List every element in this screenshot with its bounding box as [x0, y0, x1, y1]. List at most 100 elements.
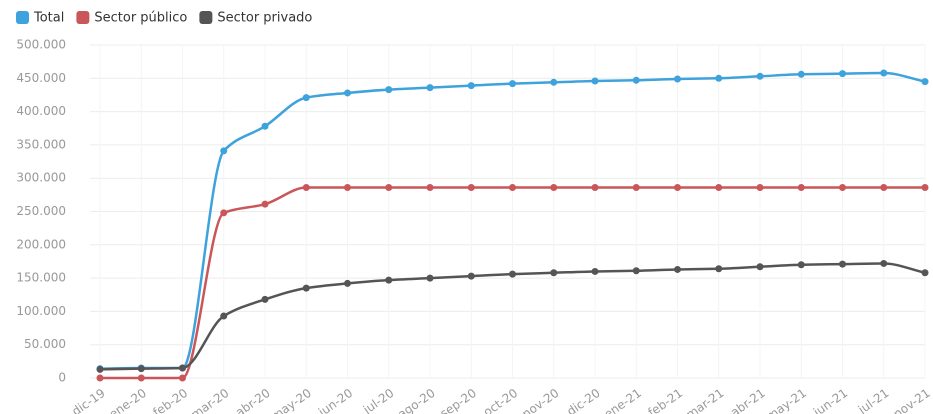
point — [509, 270, 516, 278]
point — [179, 364, 186, 372]
series-line — [99, 71, 926, 370]
y-tick-label: 150.000 — [16, 271, 66, 285]
point — [674, 75, 681, 83]
legend-label: Sector privado — [217, 11, 312, 26]
point — [632, 267, 640, 275]
point — [220, 312, 228, 320]
legend-swatch — [16, 11, 29, 24]
point — [591, 77, 599, 85]
legend-label: Sector público — [94, 11, 187, 26]
point — [467, 184, 475, 192]
point — [385, 184, 393, 192]
point — [715, 265, 723, 273]
x-tick-label: dic-20 — [564, 386, 602, 414]
point — [509, 80, 516, 88]
point — [302, 284, 310, 292]
point — [756, 184, 764, 192]
legend-label: Total — [33, 11, 64, 26]
x-tick-label: nov-20 — [520, 386, 562, 414]
point — [344, 89, 351, 97]
point — [261, 295, 269, 303]
y-tick-label: 50.000 — [24, 337, 66, 351]
point — [715, 184, 723, 192]
point — [921, 184, 929, 192]
x-tick-label: mar-21 — [683, 386, 726, 414]
point — [261, 122, 269, 130]
point — [344, 279, 351, 287]
x-tick-label: abr-20 — [233, 386, 273, 414]
point — [550, 269, 558, 277]
point — [797, 184, 805, 192]
point — [756, 263, 764, 271]
point — [137, 365, 145, 373]
point — [426, 84, 434, 92]
point — [509, 184, 516, 192]
point — [550, 184, 558, 192]
point — [797, 70, 805, 78]
x-tick-label: may-20 — [269, 386, 314, 414]
legend-swatch — [199, 11, 213, 24]
y-tick-label: 450.000 — [16, 71, 66, 85]
x-tick-label: jun-21 — [810, 386, 850, 414]
point — [220, 147, 228, 155]
point — [96, 365, 104, 373]
x-tick-label: sep-20 — [437, 386, 479, 414]
point — [880, 184, 888, 192]
y-tick-label: 200.000 — [16, 237, 66, 251]
x-tick-label: nov-21 — [891, 386, 933, 414]
point — [756, 72, 764, 80]
point — [632, 76, 640, 84]
point — [921, 269, 929, 277]
point — [96, 374, 104, 382]
x-tick-label: ene-20 — [107, 386, 149, 414]
x-tick-label: feb-20 — [150, 386, 190, 414]
point — [467, 272, 475, 280]
point — [179, 374, 186, 382]
y-tick-label: 0 — [58, 371, 66, 385]
point — [880, 69, 888, 77]
y-tick-label: 300.000 — [16, 171, 66, 185]
point — [591, 267, 599, 275]
y-tick-label: 400.000 — [16, 104, 66, 118]
point — [302, 94, 310, 102]
x-tick-label: abr-21 — [728, 386, 768, 414]
x-tick-label: jul-20 — [360, 386, 397, 414]
x-tick-label: ene-21 — [602, 386, 644, 414]
x-tick-label: mar-20 — [188, 386, 231, 414]
point — [467, 82, 475, 90]
x-tick-label: dic-19 — [69, 386, 107, 414]
point — [137, 374, 145, 382]
legend-swatch — [76, 11, 90, 24]
x-tick-label: feb-21 — [645, 386, 685, 414]
point — [261, 200, 269, 208]
point — [921, 78, 929, 86]
y-tick-label: 100.000 — [16, 304, 66, 318]
point — [674, 184, 681, 192]
point — [715, 74, 723, 82]
point — [385, 276, 393, 284]
point — [632, 184, 640, 192]
x-tick-label: may-21 — [764, 386, 809, 414]
point — [839, 260, 846, 268]
point — [797, 261, 805, 269]
point — [550, 78, 558, 86]
point — [674, 265, 681, 273]
y-tick-label: 500.000 — [16, 38, 66, 52]
point — [426, 274, 434, 282]
point — [302, 184, 310, 192]
x-tick-label: jul-21 — [855, 386, 892, 414]
x-tick-label: ago-20 — [395, 386, 438, 414]
point — [220, 209, 228, 217]
point — [344, 184, 351, 192]
point — [426, 184, 434, 192]
x-tick-label: oct-20 — [481, 386, 520, 414]
point — [880, 259, 888, 267]
x-tick-label: jun-20 — [315, 386, 355, 414]
point — [839, 70, 846, 78]
point — [591, 184, 599, 192]
point — [839, 184, 846, 192]
y-tick-label: 250.000 — [16, 204, 66, 218]
y-tick-label: 350.000 — [16, 137, 66, 151]
point — [385, 86, 393, 94]
